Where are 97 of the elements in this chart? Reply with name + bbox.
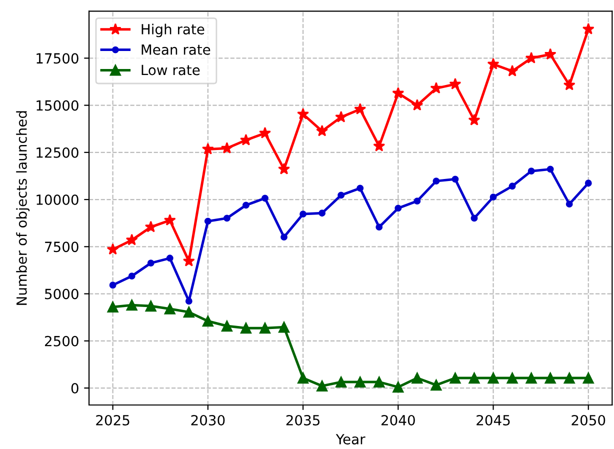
point xyxy=(106,243,119,255)
point xyxy=(525,52,538,64)
point xyxy=(242,202,250,209)
legend-label: High rate xyxy=(142,24,204,38)
point xyxy=(430,82,442,94)
legend-label: Mean rate xyxy=(142,44,210,55)
point xyxy=(412,372,423,384)
point xyxy=(449,78,462,90)
point xyxy=(354,102,366,114)
x-tick-label: 2040 xyxy=(381,414,415,426)
point xyxy=(373,140,386,152)
point xyxy=(202,142,214,154)
point xyxy=(280,234,288,241)
point xyxy=(259,126,271,138)
point xyxy=(546,166,554,173)
point xyxy=(126,300,138,311)
point xyxy=(394,204,402,212)
y-tick-label: 12500 xyxy=(36,147,78,158)
y-tick-label: 5000 xyxy=(45,288,78,300)
y-tick-label: 10000 xyxy=(36,194,78,206)
x-tick-label: 2025 xyxy=(96,414,130,426)
point xyxy=(182,254,195,266)
point xyxy=(107,301,118,313)
point xyxy=(376,224,383,231)
point xyxy=(338,192,345,199)
point xyxy=(297,372,309,384)
point xyxy=(584,180,592,187)
point xyxy=(470,214,478,222)
point xyxy=(221,320,232,332)
point xyxy=(506,372,518,384)
point xyxy=(490,194,497,201)
point xyxy=(392,86,404,98)
point xyxy=(259,322,271,334)
point xyxy=(468,114,480,126)
point xyxy=(220,142,233,154)
point xyxy=(582,372,594,384)
point xyxy=(544,48,556,60)
point xyxy=(411,99,424,110)
point xyxy=(488,372,499,384)
point xyxy=(452,176,459,183)
point xyxy=(183,306,194,318)
point xyxy=(166,254,174,262)
point xyxy=(318,210,326,217)
y-tick-label: 0 xyxy=(71,383,78,394)
point xyxy=(566,200,573,208)
point xyxy=(336,376,347,388)
point xyxy=(144,220,157,232)
y-axis-title: Number of objects launched xyxy=(16,111,30,305)
point xyxy=(109,282,116,289)
point xyxy=(185,298,192,305)
point xyxy=(126,234,138,246)
x-tick-label: 2050 xyxy=(572,414,606,426)
point xyxy=(354,376,366,388)
point xyxy=(544,372,556,384)
point xyxy=(204,218,212,225)
point xyxy=(582,22,594,34)
point xyxy=(450,372,461,384)
point xyxy=(300,210,307,218)
point xyxy=(335,110,348,122)
point xyxy=(563,78,576,90)
point xyxy=(145,300,156,312)
point xyxy=(278,322,290,333)
x-tick-label: 2045 xyxy=(476,414,510,426)
point xyxy=(202,316,214,327)
point xyxy=(487,58,500,70)
point xyxy=(223,214,230,222)
point xyxy=(526,372,537,384)
x-tick-label: 2035 xyxy=(286,414,320,426)
x-axis-title: Year xyxy=(336,434,366,444)
point xyxy=(164,303,176,314)
point xyxy=(164,214,176,226)
point xyxy=(414,198,421,205)
y-tick-label: 15000 xyxy=(36,100,78,111)
point xyxy=(506,64,518,76)
legend-label: Low rate xyxy=(142,64,200,76)
point xyxy=(240,322,252,334)
point xyxy=(316,124,328,136)
y-tick-label: 17500 xyxy=(36,53,78,64)
point xyxy=(240,134,252,146)
point xyxy=(432,178,440,185)
point xyxy=(316,380,328,392)
point xyxy=(430,379,442,391)
point xyxy=(374,376,385,388)
y-tick-label: 7500 xyxy=(45,242,78,252)
point xyxy=(468,372,480,384)
point xyxy=(128,272,136,280)
point xyxy=(278,162,290,174)
point xyxy=(528,168,535,175)
point xyxy=(564,372,575,384)
y-tick-label: 2500 xyxy=(44,336,78,346)
point xyxy=(392,382,404,393)
point xyxy=(262,194,268,202)
point xyxy=(147,260,154,267)
point xyxy=(297,108,310,120)
x-tick-label: 2030 xyxy=(191,414,225,426)
point xyxy=(508,182,516,190)
point xyxy=(356,184,364,192)
